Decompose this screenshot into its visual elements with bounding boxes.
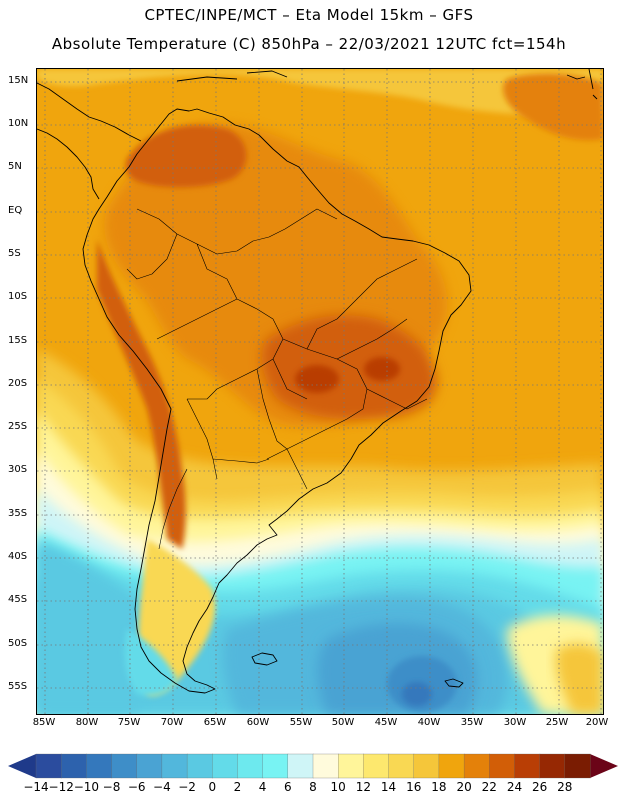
colorbar-high-arrow <box>590 754 618 778</box>
colorbar-label: 8 <box>309 780 317 794</box>
field-24-core <box>295 365 339 393</box>
field-24-core-east <box>364 357 400 381</box>
lat-label-15n: 15N <box>8 75 29 86</box>
colorbar-cell <box>35 753 62 779</box>
lon-label-85w: 85W <box>32 717 56 728</box>
lat-label-55s: 55S <box>8 681 28 692</box>
colorbar-label: 12 <box>355 780 371 794</box>
lon-label-40w: 40W <box>417 717 441 728</box>
colorbar-label: 22 <box>481 780 497 794</box>
falklands <box>251 652 278 666</box>
lat-label-30s: 30S <box>8 464 28 475</box>
colorbar-label: −2 <box>178 780 196 794</box>
colorbar-cell <box>438 753 465 779</box>
colorbar-cell <box>413 753 440 779</box>
lat-label-45s: 45S <box>8 594 28 605</box>
lat-label-15s: 15S <box>8 335 28 346</box>
colorbar-label: −4 <box>153 780 171 794</box>
lat-label-5n: 5N <box>8 161 22 172</box>
colorbar-label: 20 <box>456 780 472 794</box>
lon-label-45w: 45W <box>374 717 398 728</box>
lon-label-50w: 50W <box>331 717 355 728</box>
lat-label-25s: 25S <box>8 421 28 432</box>
colorbar-label: −12 <box>48 780 74 794</box>
lat-label-eq: EQ <box>8 205 23 216</box>
colorbar-cell <box>186 753 213 779</box>
colorbar-cell <box>388 753 415 779</box>
chart-subtitle: Absolute Temperature (C) 850hPa – 22/03/… <box>51 35 567 53</box>
colorbar-label: 6 <box>283 780 292 794</box>
temperature-colorbar <box>8 753 618 779</box>
chart-title: CPTEC/INPE/MCT – Eta Model 15km – GFS <box>144 6 474 24</box>
lat-label-20s: 20S <box>8 378 28 389</box>
colorbar-label: 2 <box>233 780 242 794</box>
colorbar-label: −6 <box>127 780 146 794</box>
colorbar-label: 0 <box>208 780 217 794</box>
colorbar-label: 4 <box>258 780 267 794</box>
field-north-band <box>37 69 603 115</box>
coastlines <box>37 69 598 694</box>
colorbar-cell <box>287 753 314 779</box>
colorbar-label: −14 <box>23 780 49 794</box>
colorbar-cell <box>262 753 289 779</box>
colorbar-cell <box>338 753 365 779</box>
colorbar-cell <box>61 753 88 779</box>
caribbean-islands <box>176 69 598 100</box>
colorbar-cell <box>312 753 339 779</box>
colorbar-cell <box>161 753 188 779</box>
colorbar-cell <box>212 753 239 779</box>
colorbar-low-arrow <box>8 754 36 778</box>
colorbar-cell <box>363 753 390 779</box>
colorbar-label: 26 <box>531 780 548 794</box>
lat-label-10n: 10N <box>8 118 29 129</box>
lon-label-80w: 80W <box>75 717 99 728</box>
colorbar-cell <box>463 753 490 779</box>
field-minus10 <box>402 682 432 706</box>
colorbar-label: 10 <box>330 780 346 794</box>
colorbar-cell <box>86 753 113 779</box>
lon-label-65w: 65W <box>203 717 227 728</box>
lon-label-25w: 25W <box>545 717 569 728</box>
lat-label-50s: 50S <box>8 638 28 649</box>
colorbar-cell <box>237 753 264 779</box>
central-america-coast <box>37 82 142 200</box>
lat-label-10s: 10S <box>8 291 28 302</box>
colorbar-cell <box>489 753 516 779</box>
field-22-core <box>261 315 437 420</box>
colorbar-cell <box>514 753 541 779</box>
colorbar-label: 28 <box>557 780 573 794</box>
colorbar-label: 16 <box>406 780 422 794</box>
country-borders <box>126 208 428 550</box>
colorbar-cell <box>111 753 138 779</box>
lon-label-30w: 30W <box>503 717 527 728</box>
lat-label-40s: 40S <box>8 551 28 562</box>
colorbar-label: 24 <box>506 780 523 794</box>
lon-label-60w: 60W <box>246 717 270 728</box>
colorbar-label: −8 <box>102 780 121 794</box>
lat-label-5s: 5S <box>8 248 21 259</box>
field-atlantic-warm2 <box>555 643 603 714</box>
colorbar-label: 18 <box>431 780 447 794</box>
field-north-warm <box>125 125 247 188</box>
lon-label-20w: 20W <box>585 717 609 728</box>
map-panel <box>36 68 604 715</box>
lon-label-75w: 75W <box>117 717 141 728</box>
colorbar-cell <box>539 753 566 779</box>
lat-label-35s: 35S <box>8 508 28 519</box>
south-georgia <box>444 678 464 688</box>
field-caribbean-warm <box>503 73 603 141</box>
lon-label-55w: 55W <box>289 717 313 728</box>
field-pacific-cool <box>37 539 144 714</box>
colorbar-cell <box>564 753 591 779</box>
temperature-field-map <box>37 69 603 714</box>
lon-label-35w: 35W <box>460 717 484 728</box>
south-america-coast <box>82 108 472 694</box>
lon-label-70w: 70W <box>160 717 184 728</box>
colorbar-label: −10 <box>73 780 100 794</box>
colorbar-cell <box>136 753 163 779</box>
field-andes-warm <box>97 239 186 549</box>
colorbar-label: 14 <box>380 780 397 794</box>
